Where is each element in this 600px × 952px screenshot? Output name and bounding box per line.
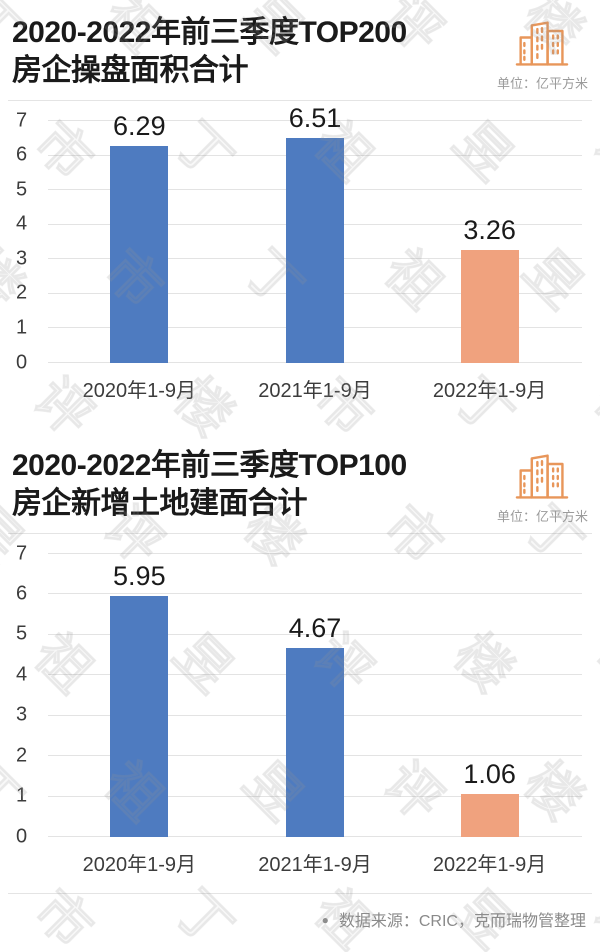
bar-value-label: 6.51 bbox=[288, 102, 342, 133]
chart-title-line1: 2020-2022年前三季度TOP200 bbox=[12, 16, 407, 49]
gridline: 5 bbox=[16, 623, 582, 645]
y-axis-tick: 3 bbox=[16, 703, 28, 726]
bar-value-label: 3.26 bbox=[463, 215, 516, 246]
plot-area: 0 1 2 3 4 5 6 7 5.95 4.67 1.06 bbox=[16, 542, 582, 847]
bar-2022年1-9月: 3.26 bbox=[460, 215, 519, 363]
chart-header: 2020-2022年前三季度TOP100 房企新增土地建面合计 单位：亿平方米 bbox=[8, 433, 592, 534]
x-axis-label: 2022年1-9月 bbox=[432, 380, 547, 402]
bar-2020年1-9月: 5.95 bbox=[110, 561, 169, 837]
bar-2021年1-9月: 4.67 bbox=[286, 613, 344, 837]
plot-area: 0 1 2 3 4 5 6 7 6.29 6.51 3.26 bbox=[16, 103, 582, 373]
y-axis-tick: 2 bbox=[16, 744, 28, 767]
chart-title-line1: 2020-2022年前三季度TOP100 bbox=[12, 449, 407, 482]
x-axis-label: 2020年1-9月 bbox=[82, 854, 197, 876]
bar-value-label: 6.29 bbox=[113, 110, 166, 141]
chart-title: 2020-2022年前三季度TOP100 房企新增土地建面合计 bbox=[12, 447, 407, 523]
y-axis-tick: 0 bbox=[16, 825, 28, 847]
bar-2020年1-9月: 6.29 bbox=[110, 111, 169, 363]
chart-header: 2020-2022年前三季度TOP200 房企操盘面积合计 单位：亿平方米 bbox=[8, 0, 592, 101]
y-axis-tick: 1 bbox=[16, 316, 28, 339]
bar-2022年1-9月: 1.06 bbox=[460, 759, 519, 837]
unit-label: 单位：亿平方米 bbox=[496, 76, 588, 91]
x-axis-label: 2021年1-9月 bbox=[258, 380, 372, 402]
gridline: 7 bbox=[16, 109, 582, 131]
chart-header-right: 单位：亿平方米 bbox=[497, 14, 588, 92]
x-axis-label: 2021年1-9月 bbox=[258, 854, 372, 876]
unit-label: 单位：亿平方米 bbox=[496, 509, 588, 524]
bar-2021年1-9月: 6.51 bbox=[286, 103, 344, 363]
y-axis-tick: 5 bbox=[16, 178, 28, 201]
footer: ● 数据来源：CRIC，克而瑞物管整理 bbox=[8, 893, 592, 931]
bullet-icon: ● bbox=[321, 913, 329, 927]
y-axis-tick: 6 bbox=[16, 143, 28, 166]
y-axis-tick: 4 bbox=[16, 212, 28, 235]
gridline: 7 bbox=[16, 542, 582, 564]
x-axis-label: 2020年1-9月 bbox=[82, 380, 197, 402]
y-axis-tick: 0 bbox=[16, 351, 28, 373]
buildings-icon bbox=[516, 21, 569, 66]
chart-title-line2: 房企操盘面积合计 bbox=[12, 54, 248, 87]
y-axis-tick: 4 bbox=[16, 663, 28, 686]
gridline: 6 bbox=[16, 582, 582, 604]
bar-value-label: 4.67 bbox=[288, 613, 342, 644]
chart-section-operating-area: 2020-2022年前三季度TOP200 房企操盘面积合计 单位：亿平方米 0 1… bbox=[0, 0, 600, 403]
data-source-label: 数据来源：CRIC，克而瑞物管整理 bbox=[338, 913, 586, 930]
y-axis-tick: 2 bbox=[16, 281, 28, 304]
chart-section-new-land-area: 2020-2022年前三季度TOP100 房企新增土地建面合计 单位：亿平方米 … bbox=[0, 433, 600, 877]
y-axis-tick: 1 bbox=[16, 784, 28, 807]
bar-value-label: 5.95 bbox=[113, 561, 166, 592]
x-axis: 2020年1-9月 2021年1-9月 2022年1-9月 bbox=[48, 363, 582, 403]
y-axis-tick: 5 bbox=[16, 622, 28, 645]
y-axis-tick: 7 bbox=[16, 542, 28, 564]
x-axis-label: 2022年1-9月 bbox=[432, 854, 547, 876]
chart-header-right: 单位：亿平方米 bbox=[497, 447, 588, 525]
bar-value-label: 1.06 bbox=[463, 759, 516, 790]
y-axis-tick: 3 bbox=[16, 247, 28, 270]
chart-title-line2: 房企新增土地建面合计 bbox=[12, 487, 307, 520]
y-axis-tick: 6 bbox=[16, 582, 28, 605]
buildings-icon bbox=[516, 454, 569, 499]
chart-title: 2020-2022年前三季度TOP200 房企操盘面积合计 bbox=[12, 14, 407, 90]
x-axis: 2020年1-9月 2021年1-9月 2022年1-9月 bbox=[48, 837, 582, 877]
y-axis-tick: 7 bbox=[16, 109, 28, 131]
